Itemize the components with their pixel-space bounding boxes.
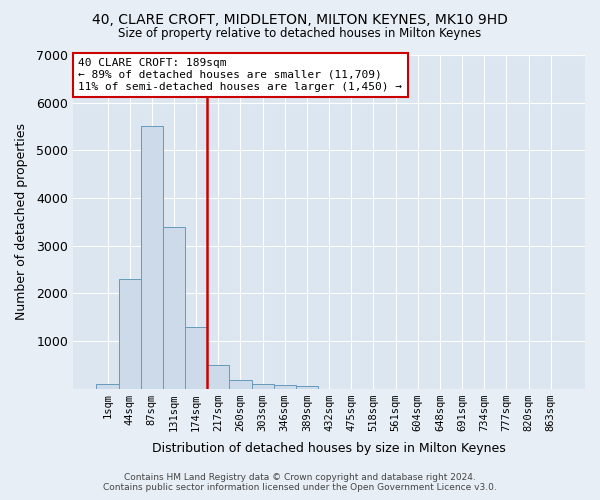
Y-axis label: Number of detached properties: Number of detached properties bbox=[15, 124, 28, 320]
Bar bbox=[185, 326, 207, 388]
Text: 40 CLARE CROFT: 189sqm
← 89% of detached houses are smaller (11,709)
11% of semi: 40 CLARE CROFT: 189sqm ← 89% of detached… bbox=[79, 58, 403, 92]
Text: Contains HM Land Registry data © Crown copyright and database right 2024.
Contai: Contains HM Land Registry data © Crown c… bbox=[103, 473, 497, 492]
X-axis label: Distribution of detached houses by size in Milton Keynes: Distribution of detached houses by size … bbox=[152, 442, 506, 455]
Bar bbox=[207, 364, 229, 388]
Bar bbox=[97, 384, 119, 388]
Text: Size of property relative to detached houses in Milton Keynes: Size of property relative to detached ho… bbox=[118, 28, 482, 40]
Bar bbox=[163, 226, 185, 388]
Bar bbox=[229, 380, 251, 388]
Bar bbox=[251, 384, 274, 388]
Bar bbox=[119, 279, 141, 388]
Text: 40, CLARE CROFT, MIDDLETON, MILTON KEYNES, MK10 9HD: 40, CLARE CROFT, MIDDLETON, MILTON KEYNE… bbox=[92, 12, 508, 26]
Bar bbox=[296, 386, 318, 388]
Bar bbox=[141, 126, 163, 388]
Bar bbox=[274, 385, 296, 388]
